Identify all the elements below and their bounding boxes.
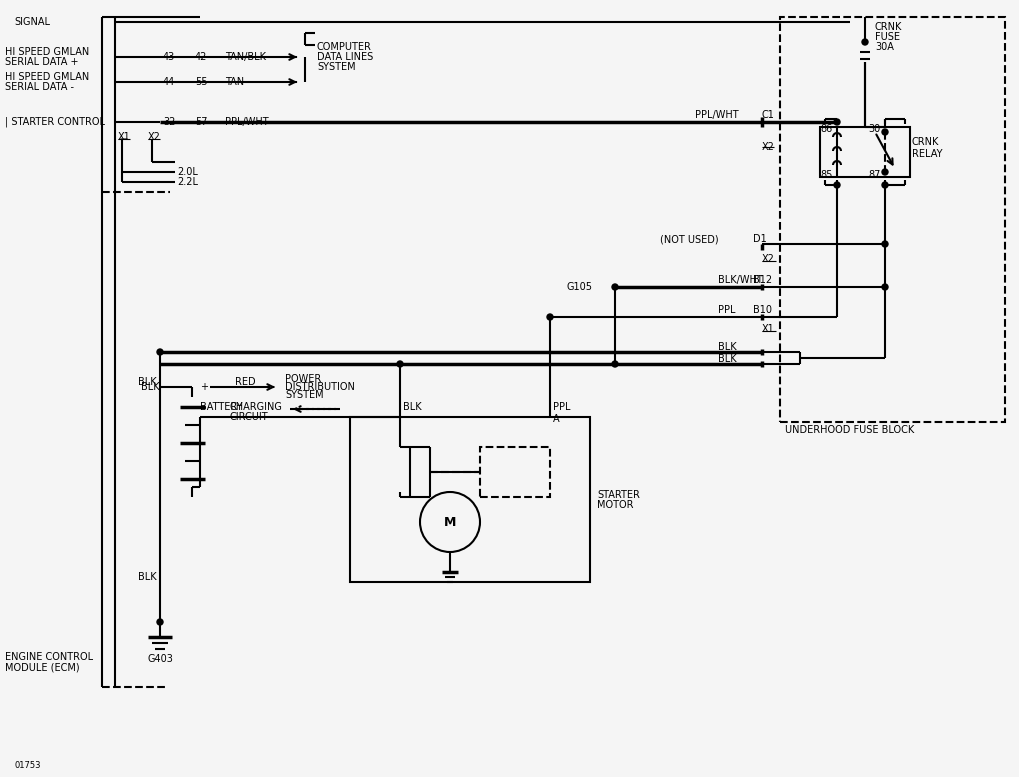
Text: (NOT USED): (NOT USED) bbox=[660, 234, 718, 244]
Text: B10: B10 bbox=[753, 305, 772, 315]
Text: G105: G105 bbox=[567, 282, 593, 292]
Text: +: + bbox=[200, 382, 208, 392]
Text: 42: 42 bbox=[195, 52, 208, 62]
Text: BLK: BLK bbox=[403, 402, 422, 412]
Text: 44: 44 bbox=[163, 77, 175, 87]
Circle shape bbox=[157, 619, 163, 625]
Circle shape bbox=[882, 284, 888, 290]
Text: 30A: 30A bbox=[875, 42, 894, 52]
Circle shape bbox=[834, 119, 840, 125]
Text: CHARGING: CHARGING bbox=[230, 402, 283, 412]
Text: DISTRIBUTION: DISTRIBUTION bbox=[285, 382, 355, 392]
Text: | STARTER CONTROL: | STARTER CONTROL bbox=[5, 117, 105, 127]
Bar bbox=[350, 417, 590, 582]
Text: X1: X1 bbox=[762, 324, 774, 334]
Circle shape bbox=[882, 169, 888, 175]
Text: POWER: POWER bbox=[285, 374, 321, 384]
Text: CRNK: CRNK bbox=[912, 137, 940, 147]
Text: CIRCUIT: CIRCUIT bbox=[230, 412, 269, 422]
Text: 43: 43 bbox=[163, 52, 175, 62]
Text: 2.2L: 2.2L bbox=[177, 177, 198, 187]
Circle shape bbox=[397, 361, 403, 367]
Text: BATTERY: BATTERY bbox=[200, 402, 243, 412]
Text: PPL/WHT: PPL/WHT bbox=[695, 110, 739, 120]
Text: C1: C1 bbox=[762, 110, 774, 120]
Text: HI SPEED GMLAN: HI SPEED GMLAN bbox=[5, 72, 90, 82]
Text: SERIAL DATA -: SERIAL DATA - bbox=[5, 82, 74, 92]
Text: 01753: 01753 bbox=[15, 761, 42, 769]
Circle shape bbox=[157, 349, 163, 355]
Text: CRNK: CRNK bbox=[875, 22, 903, 32]
Text: BLK/WHT: BLK/WHT bbox=[718, 275, 763, 285]
Circle shape bbox=[862, 39, 868, 45]
Text: 2.0L: 2.0L bbox=[177, 167, 198, 177]
Text: B12: B12 bbox=[753, 275, 772, 285]
Text: 85: 85 bbox=[820, 170, 833, 180]
Text: HI SPEED GMLAN: HI SPEED GMLAN bbox=[5, 47, 90, 57]
Text: 32: 32 bbox=[163, 117, 175, 127]
Text: SERIAL DATA +: SERIAL DATA + bbox=[5, 57, 78, 67]
Text: BLK: BLK bbox=[139, 572, 157, 582]
Text: BLK: BLK bbox=[142, 382, 160, 392]
Text: BLK: BLK bbox=[718, 342, 737, 352]
Text: PPL: PPL bbox=[553, 402, 571, 412]
Text: X1: X1 bbox=[118, 132, 130, 142]
Bar bbox=[820, 127, 910, 177]
Text: TAN: TAN bbox=[225, 77, 245, 87]
Text: PPL: PPL bbox=[718, 305, 736, 315]
Circle shape bbox=[612, 284, 618, 290]
Text: BLK: BLK bbox=[718, 354, 737, 364]
Text: SYSTEM: SYSTEM bbox=[317, 62, 356, 72]
Circle shape bbox=[882, 182, 888, 188]
Text: MODULE (ECM): MODULE (ECM) bbox=[5, 662, 79, 672]
Circle shape bbox=[882, 129, 888, 135]
Text: D1: D1 bbox=[753, 234, 766, 244]
Circle shape bbox=[834, 182, 840, 188]
Text: RED: RED bbox=[235, 377, 256, 387]
Text: ENGINE CONTROL: ENGINE CONTROL bbox=[5, 652, 93, 662]
Text: RELAY: RELAY bbox=[912, 149, 943, 159]
Circle shape bbox=[612, 361, 618, 367]
Text: X2: X2 bbox=[148, 132, 161, 142]
Text: X2: X2 bbox=[762, 254, 774, 264]
Text: PPL/WHT: PPL/WHT bbox=[225, 117, 269, 127]
Text: X2: X2 bbox=[762, 142, 774, 152]
Text: MOTOR: MOTOR bbox=[597, 500, 634, 510]
Text: G403: G403 bbox=[147, 654, 173, 664]
Text: M: M bbox=[444, 515, 457, 528]
Text: 87: 87 bbox=[868, 170, 880, 180]
Text: 57: 57 bbox=[195, 117, 208, 127]
Circle shape bbox=[882, 241, 888, 247]
Text: 30: 30 bbox=[868, 124, 880, 134]
Text: DATA LINES: DATA LINES bbox=[317, 52, 373, 62]
Text: COMPUTER: COMPUTER bbox=[317, 42, 372, 52]
Bar bbox=[480, 447, 550, 497]
Text: FUSE: FUSE bbox=[875, 32, 900, 42]
Text: TAN/BLK: TAN/BLK bbox=[225, 52, 266, 62]
Bar bbox=[780, 17, 1005, 422]
Text: SYSTEM: SYSTEM bbox=[285, 390, 324, 400]
Text: A: A bbox=[553, 414, 559, 424]
Text: STARTER: STARTER bbox=[597, 490, 640, 500]
Text: SIGNAL: SIGNAL bbox=[14, 17, 50, 27]
Circle shape bbox=[547, 314, 553, 320]
Text: 86: 86 bbox=[820, 124, 833, 134]
Text: UNDERHOOD FUSE BLOCK: UNDERHOOD FUSE BLOCK bbox=[785, 425, 914, 435]
Text: 55: 55 bbox=[195, 77, 208, 87]
Text: BLK: BLK bbox=[139, 377, 157, 387]
